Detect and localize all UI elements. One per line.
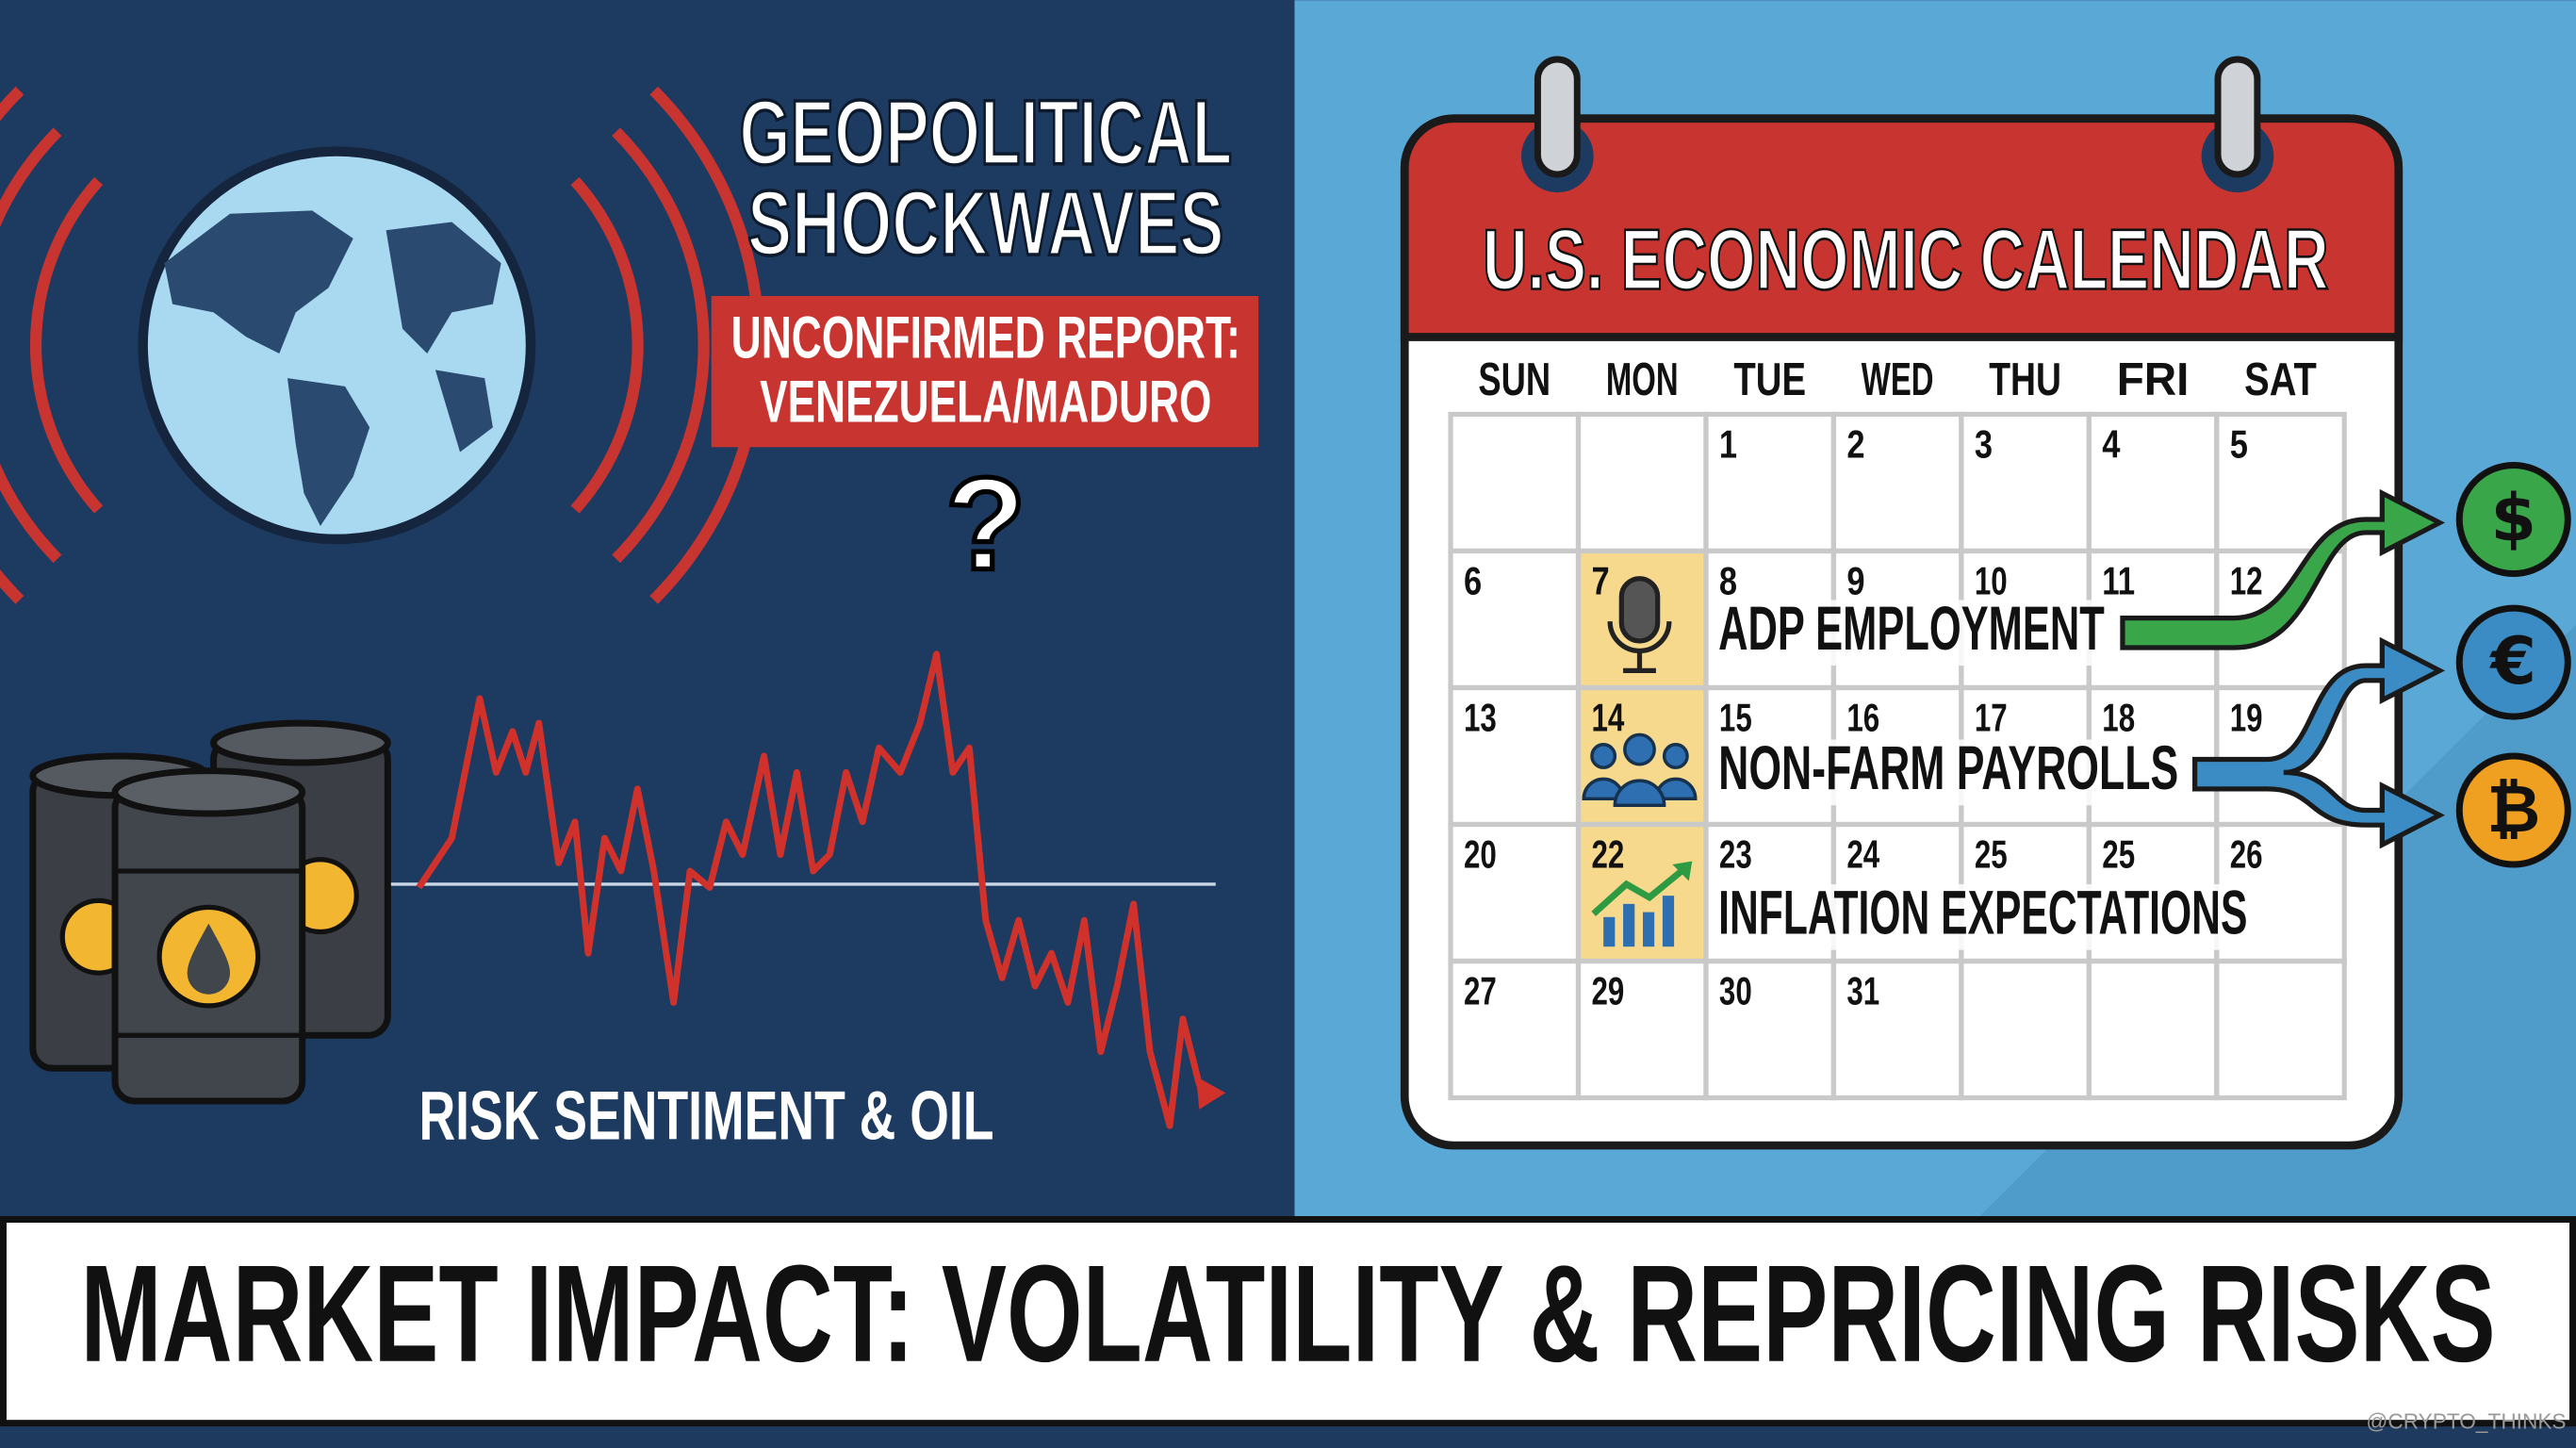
arc <box>0 127 62 564</box>
currency-symbol: ₿ <box>2486 771 2540 847</box>
day-number: 30 <box>1719 968 1752 1012</box>
day-number: 14 <box>1591 695 1624 739</box>
event-label: NON-FARM PAYROLLS <box>1718 733 2178 803</box>
day-number: 22 <box>1591 831 1624 876</box>
day-number: 29 <box>1591 968 1624 1012</box>
day-number: 17 <box>1975 695 2008 739</box>
day-number: 13 <box>1464 695 1497 739</box>
weekday-label: FRI <box>2117 354 2190 405</box>
report-text: UNCONFIRMED REPORT: <box>731 304 1240 370</box>
continent <box>386 222 501 354</box>
microphone-icon <box>1607 576 1672 673</box>
event-label: INFLATION EXPECTATIONS <box>1718 878 2247 947</box>
headline: SHOCKWAVES <box>747 172 1223 274</box>
day-number: 4 <box>2102 421 2121 466</box>
day-number: 1 <box>1719 421 1737 466</box>
currency-symbol: $ <box>2491 481 2536 557</box>
continent <box>287 378 370 526</box>
day-number: 3 <box>1975 421 1993 466</box>
caption: RISK SENTIMENT & OIL <box>418 1077 993 1154</box>
calendar-title: U.S. ECONOMIC CALENDAR <box>1483 213 2329 308</box>
day-number: 31 <box>1846 968 1879 1012</box>
day-number: 2 <box>1846 421 1864 466</box>
watermark: @CRYPTO_THINKS <box>2366 1409 2566 1434</box>
day-number: 9 <box>1846 558 1864 602</box>
banner-box <box>0 1216 2576 1427</box>
weekday-label: THU <box>1989 354 2061 405</box>
question-mark: ? <box>945 451 1025 598</box>
day-number: 26 <box>2230 831 2263 876</box>
report-box <box>711 295 1259 448</box>
continents <box>164 210 501 526</box>
day-number: 25 <box>1975 831 2008 876</box>
day-number: 6 <box>1464 558 1482 602</box>
calendar-rings <box>1521 56 2274 193</box>
weekday-label: TUE <box>1733 354 1806 405</box>
arc <box>612 127 710 564</box>
headline: GEOPOLITICAL <box>739 81 1232 184</box>
banner-text: MARKET IMPACT: VOLATILITY & REPRICING RI… <box>80 1237 2495 1391</box>
day-number: 24 <box>1846 831 1879 876</box>
event-backdrop <box>1712 600 2111 666</box>
day-number: 16 <box>1846 695 1879 739</box>
weekday-label: MON <box>1606 354 1679 405</box>
weekday-label: SUN <box>1478 354 1551 405</box>
coin <box>2455 461 2571 578</box>
weekday-label: SAT <box>2244 354 2317 405</box>
arc <box>29 176 104 514</box>
day-number: 27 <box>1464 968 1497 1012</box>
arc <box>570 176 644 514</box>
day-number: 19 <box>2230 695 2263 739</box>
coin <box>2455 752 2571 868</box>
day-number: 15 <box>1719 695 1752 739</box>
day-cell <box>2214 958 2347 1101</box>
day-number: 23 <box>1719 831 1752 876</box>
day-number: 25 <box>2102 831 2135 876</box>
day-number: 20 <box>1464 831 1497 876</box>
day-number: 18 <box>2102 695 2135 739</box>
calendar-header <box>1400 114 2404 341</box>
arrow-head <box>1195 1076 1226 1110</box>
event-label: ADP EMPLOYMENT <box>1718 594 2105 664</box>
currency-coins: $ € ₿ <box>2455 461 2571 868</box>
continent <box>164 210 353 354</box>
shock-arcs <box>0 86 765 604</box>
report-text: VENEZUELA/MADURO <box>760 369 1211 435</box>
event-backdrop <box>1712 739 2186 806</box>
currency-symbol: € <box>2489 623 2536 699</box>
day-number: 7 <box>1591 558 1609 602</box>
continent <box>435 370 493 452</box>
day-number: 12 <box>2230 558 2263 602</box>
barrel <box>111 767 306 1105</box>
day-number: 8 <box>1719 558 1737 602</box>
weekday-label: WED <box>1862 354 1934 405</box>
growth-chart-icon <box>1591 861 1693 947</box>
people-icon <box>1582 732 1698 808</box>
oil-barrels <box>29 719 391 1105</box>
event-backdrop <box>1712 883 2255 950</box>
day-number: 11 <box>2102 558 2135 602</box>
coin <box>2455 604 2571 720</box>
day-number: 10 <box>1975 558 2008 602</box>
day-number: 5 <box>2230 421 2248 466</box>
flow-arrows <box>2120 488 2446 849</box>
price-line <box>416 650 1214 1129</box>
